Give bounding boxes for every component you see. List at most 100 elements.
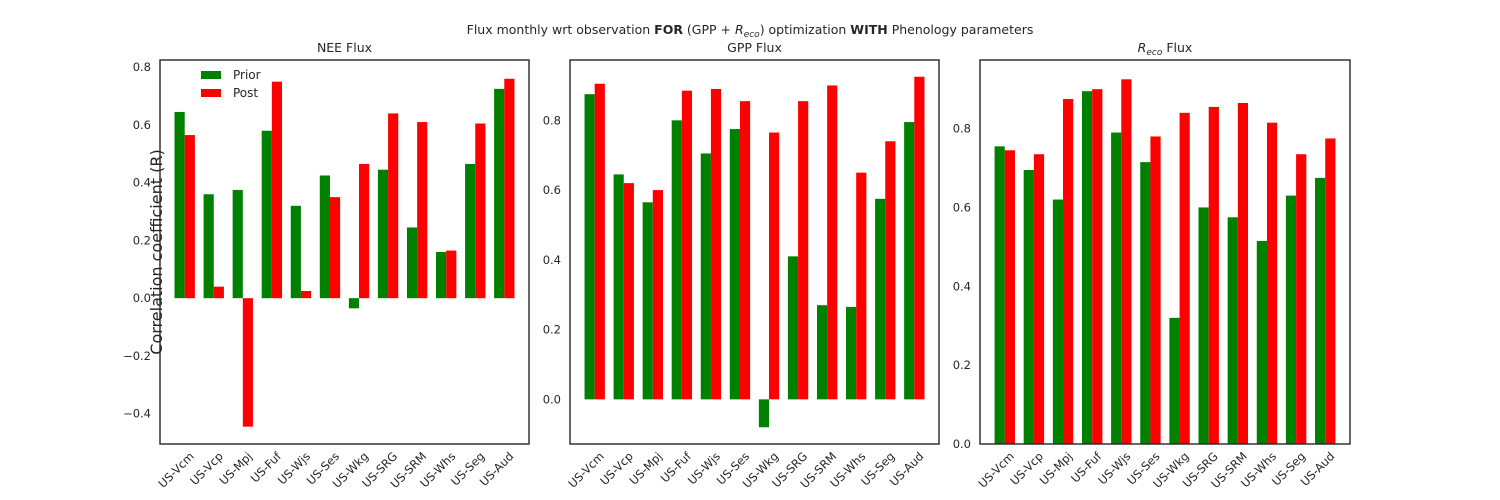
bar-prior-us-wkg	[348, 298, 360, 309]
y-tick-label: 0.8	[133, 60, 151, 74]
bar-post-us-srm	[1237, 102, 1249, 444]
y-tick-label: 0.6	[953, 200, 971, 214]
bar-prior-us-ses	[729, 129, 740, 400]
bar-post-us-aud	[914, 76, 925, 400]
axes-frame	[569, 59, 940, 445]
bar-post-us-aud	[1325, 138, 1336, 444]
bar-prior-us-wjs	[290, 205, 301, 299]
bar-prior-us-mpj	[232, 189, 243, 299]
bar-prior-us-fuf	[671, 120, 682, 400]
bar-post-us-mpj	[1063, 99, 1074, 444]
x-tick-label: US-Mpj	[1037, 449, 1075, 487]
bar-prior-us-vcp	[613, 174, 624, 400]
y-tick-label: 0.4	[543, 253, 561, 267]
bar-post-us-ses	[739, 101, 751, 400]
bar-prior-us-wjs	[1111, 132, 1122, 445]
bar-prior-us-vcm	[584, 94, 595, 400]
bar-prior-us-srg	[1198, 207, 1209, 444]
bar-post-us-fuf	[1092, 89, 1103, 445]
legend-label-post: Post	[233, 86, 258, 100]
bar-prior-us-aud	[494, 88, 505, 299]
bar-prior-us-vcm	[994, 146, 1005, 444]
bar-prior-us-wkg	[1169, 317, 1180, 444]
y-tick-label: 0.2	[953, 358, 971, 372]
figure-title: Flux monthly wrt observation FOR (GPP + …	[466, 22, 1034, 40]
bar-prior-us-seg	[1285, 195, 1297, 444]
bar-prior-us-mpj	[642, 202, 653, 400]
legend-label-prior: Prior	[233, 68, 261, 82]
bar-prior-us-whs	[1256, 240, 1267, 444]
axes-frame	[979, 59, 1351, 445]
subplot-2: 0.00.20.40.60.8US-VcmUS-VcpUS-MpjUS-FufU…	[543, 40, 940, 491]
y-tick-label: −0.4	[123, 407, 151, 421]
bar-prior-us-aud	[1315, 177, 1326, 444]
bar-prior-us-mpj	[1052, 199, 1064, 444]
bar-prior-us-wjs	[700, 153, 711, 400]
y-tick-label: 0.4	[133, 176, 151, 190]
bar-post-us-srg	[1208, 106, 1219, 445]
y-tick-label: 0.6	[133, 118, 151, 132]
bar-post-us-srm	[417, 122, 428, 299]
subplot-title: Reco Flux	[1138, 40, 1193, 58]
bar-post-us-vcp	[623, 183, 634, 400]
bar-prior-us-whs	[846, 306, 857, 400]
y-tick-label: 0.0	[543, 392, 561, 406]
bar-post-us-seg	[475, 123, 486, 299]
bar-post-us-vcp	[213, 286, 224, 299]
bar-post-us-wjs	[1121, 79, 1132, 444]
bar-post-us-mpj	[652, 190, 663, 400]
bar-prior-us-srm	[816, 305, 828, 400]
bar-post-us-fuf	[681, 90, 693, 400]
bar-post-us-wkg	[1179, 112, 1190, 444]
bar-post-us-whs	[1266, 122, 1278, 444]
legend-swatch-post	[201, 89, 221, 97]
bar-prior-us-whs	[436, 252, 447, 299]
bar-prior-us-ses	[319, 175, 330, 299]
y-tick-label: 0.8	[953, 122, 971, 136]
bar-post-us-vcm	[184, 135, 195, 299]
bar-post-us-ses	[1150, 136, 1161, 445]
bar-prior-us-wkg	[758, 399, 770, 428]
bar-prior-us-seg	[875, 198, 886, 400]
axes-frame	[159, 59, 530, 445]
y-tick-label: 0.0	[133, 291, 151, 305]
y-tick-label: −0.2	[123, 349, 151, 363]
bar-post-us-srm	[827, 85, 838, 400]
bar-post-us-vcp	[1033, 154, 1045, 445]
y-tick-label: 0.0	[953, 437, 971, 451]
bar-prior-us-aud	[904, 122, 915, 400]
y-tick-label: 0.4	[953, 279, 971, 293]
x-tick-label: US-Vcm	[565, 449, 606, 490]
bar-post-us-whs	[446, 250, 457, 299]
bar-post-us-srg	[798, 101, 809, 400]
bar-post-us-wkg	[769, 132, 780, 400]
x-tick-label: US-Vcm	[975, 449, 1016, 490]
x-tick-label: US-Mpj	[627, 449, 665, 487]
bar-prior-us-fuf	[261, 130, 272, 299]
y-tick-label: 0.6	[543, 183, 561, 197]
subplot-1: −0.4−0.20.00.20.40.60.8US-VcmUS-VcpUS-Mp…	[123, 40, 530, 491]
y-tick-label: 0.8	[543, 113, 561, 127]
subplot-title: GPP Flux	[727, 40, 782, 55]
bar-post-us-aud	[504, 78, 515, 299]
bar-prior-us-vcm	[174, 111, 185, 299]
bar-post-us-fuf	[271, 81, 283, 299]
bar-post-us-whs	[856, 172, 867, 400]
bar-post-us-vcm	[594, 83, 605, 400]
bar-post-us-srg	[388, 113, 399, 299]
y-tick-label: 0.2	[543, 323, 561, 337]
bar-prior-us-seg	[465, 163, 476, 299]
bar-post-us-wjs	[300, 290, 312, 299]
bar-post-us-seg	[885, 141, 896, 400]
x-tick-label: US-Vcm	[155, 449, 196, 490]
bar-prior-us-ses	[1140, 162, 1151, 445]
bar-post-us-vcm	[1004, 150, 1015, 444]
subplot-title: NEE Flux	[317, 40, 372, 55]
x-tick-label: US-Mpj	[217, 449, 255, 487]
bar-prior-us-vcp	[1023, 170, 1034, 444]
bar-prior-us-srg	[787, 256, 799, 400]
bar-prior-us-vcp	[203, 194, 214, 299]
y-axis-label: Correlation coefficient (R)	[147, 149, 166, 354]
legend-swatch-prior	[201, 71, 221, 79]
